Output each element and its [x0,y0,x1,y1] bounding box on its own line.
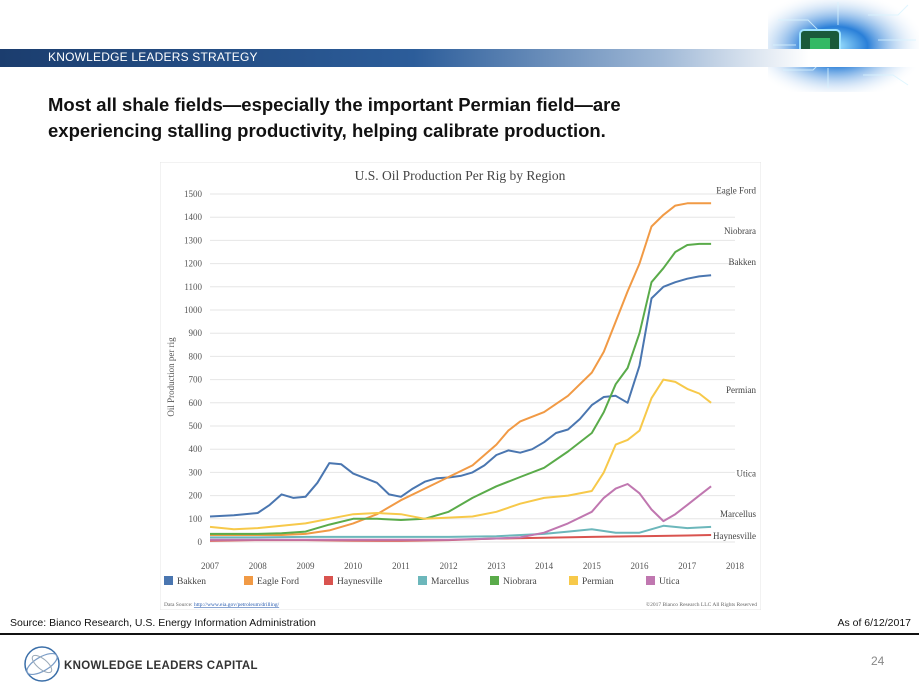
legend-swatch-permian [569,576,578,585]
series-end-label-utica: Utica [737,468,757,478]
company-logo-icon [24,646,60,682]
y-tick-label: 500 [189,421,203,431]
series-end-label-niobrara: Niobrara [724,226,756,236]
x-tick-label: 2010 [344,561,363,571]
series-end-label-permian: Permian [726,385,756,395]
y-tick-label: 1500 [184,189,203,199]
legend-label-marcellus: Marcellus [431,577,469,587]
series-line-utica [210,483,712,541]
source-note: Source: Bianco Research, U.S. Energy Inf… [10,617,316,629]
legend-label-permian: Permian [582,577,614,587]
y-axis-label: Oil Production per rig [166,337,176,417]
slide-headline: Most all shale fields—especially the imp… [48,92,748,144]
y-tick-label: 0 [198,537,203,547]
y-tick-label: 1100 [184,282,202,292]
y-tick-label: 400 [189,444,203,454]
x-tick-label: 2011 [392,561,410,571]
y-tick-label: 600 [189,398,203,408]
legend-label-niobrara: Niobrara [503,577,538,587]
legend-swatch-marcellus [418,576,427,585]
y-tick-label: 800 [189,351,203,361]
series-end-label-haynesville: Haynesville [713,531,756,541]
legend-swatch-eagle-ford [244,576,253,585]
series-line-marcellus [210,524,712,539]
series-line-permian [209,378,712,531]
x-tick-label: 2009 [296,561,315,571]
y-tick-label: 1000 [184,305,203,315]
chart-title: U.S. Oil Production Per Rig by Region [355,168,566,183]
legend-swatch-niobrara [490,576,499,585]
oil-production-chart: 0 100 200 300 400 500 600 700 800 900 1000 1100 1200… [160,162,761,610]
company-name: KNOWLEDGE LEADERS CAPITAL [64,660,258,672]
series-line-eagle-ford [210,202,712,536]
x-tick-label: 2016 [631,561,650,571]
data-source-text: Data Source: http://www.eia.gov/petroleu… [164,602,280,608]
x-tick-label: 2013 [487,561,506,571]
legend-label-eagle-ford: Eagle Ford [257,577,299,587]
section-banner [0,49,919,67]
x-tick-label: 2018 [726,561,745,571]
series-line-niobrara [210,242,712,535]
headline-line-1: Most all shale fields—especially the imp… [48,94,621,115]
series-end-label-marcellus: Marcellus [720,509,756,519]
y-tick-label: 100 [189,514,203,524]
series-end-label-eagle-ford: Eagle Ford [716,185,756,195]
x-tick-label: 2008 [249,561,268,571]
y-tick-label: 1300 [184,235,203,245]
banner-text: KNOWLEDGE LEADERS STRATEGY [48,50,258,64]
x-tick-label: 2014 [535,561,554,571]
as-of-date: As of 6/12/2017 [837,617,911,629]
series-end-label-bakken: Bakken [729,257,757,267]
footer-divider [0,633,919,635]
y-tick-label: 900 [189,328,203,338]
legend-label-haynesville: Haynesville [337,577,382,587]
y-tick-label: 200 [189,491,203,501]
chart-container: 0 100 200 300 400 500 600 700 800 900 1000 1100 1200… [160,162,761,610]
legend-label-bakken: Bakken [177,577,206,587]
x-tick-label: 2007 [201,561,220,571]
copyright-text: ©2017 Bianco Research LLC All Rights Res… [646,601,757,608]
y-tick-label: 700 [189,375,203,385]
chart-background [160,162,761,610]
page-number: 24 [871,654,885,668]
y-tick-label: 300 [189,467,203,477]
legend-label-utica: Utica [659,577,680,587]
headline-line-2: experiencing stalling productivity, help… [48,120,606,141]
series-line-bakken [209,274,712,518]
x-tick-label: 2017 [678,561,697,571]
circuit-chip-image [768,0,919,92]
data-source-label: Data Source: [164,602,194,608]
legend-swatch-utica [646,576,655,585]
legend-swatch-bakken [164,576,173,585]
x-tick-label: 2012 [440,561,458,571]
y-tick-label: 1200 [184,259,203,269]
x-tick-label: 2015 [583,561,602,571]
legend-swatch-haynesville [324,576,333,585]
data-source-link[interactable]: http://www.eia.gov/petroleum/drilling/ [194,602,280,608]
y-tick-label: 1400 [184,212,203,222]
